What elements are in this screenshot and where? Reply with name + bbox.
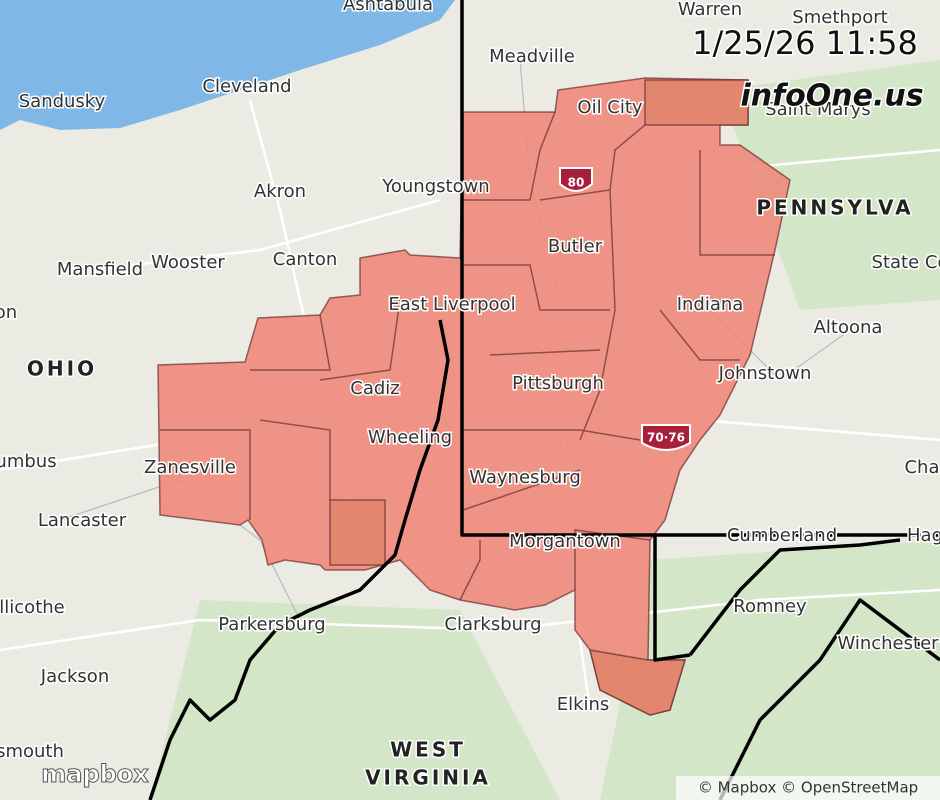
city-label: umbus bbox=[0, 451, 57, 472]
city-label: Sandusky bbox=[19, 91, 106, 112]
city-label: on bbox=[0, 302, 17, 323]
city-label: Mansfield bbox=[57, 259, 143, 280]
city-label: Butler bbox=[548, 236, 603, 257]
alert-area bbox=[157, 77, 791, 716]
city-label: Johnstown bbox=[718, 363, 812, 384]
brand: mapbox bbox=[41, 760, 149, 788]
city-label: Akron bbox=[254, 181, 306, 202]
city-label: Canton bbox=[273, 249, 338, 270]
city-label: Jackson bbox=[40, 666, 109, 687]
city-label: Cumberland bbox=[727, 525, 837, 546]
city-label: Ashtabula bbox=[343, 0, 433, 15]
city-label: Waynesburg bbox=[469, 467, 581, 488]
city-label: Parkersburg bbox=[218, 614, 325, 635]
city-label: Cha bbox=[904, 457, 939, 478]
city-label: Indiana bbox=[677, 294, 744, 315]
city-label: State Co bbox=[872, 252, 940, 273]
city-label: smouth bbox=[0, 741, 64, 762]
city-label: Warren bbox=[678, 0, 742, 20]
state-label: OHIO bbox=[27, 357, 97, 381]
timestamp: 1/25/26 11:58 bbox=[692, 24, 918, 62]
city-label: Cleveland bbox=[202, 76, 291, 97]
city-label: Elkins bbox=[557, 694, 610, 715]
city-label: Morgantown bbox=[509, 531, 621, 552]
logo: infoOne.us bbox=[740, 79, 923, 114]
shields bbox=[559, 167, 691, 451]
city-label: Lancaster bbox=[38, 510, 127, 531]
city-label: llicothe bbox=[0, 597, 65, 618]
city-label: Romney bbox=[733, 596, 807, 617]
attribution-bg bbox=[676, 776, 940, 800]
city-label: Youngstown bbox=[381, 176, 489, 197]
city-label: Altoona bbox=[814, 317, 883, 338]
city-label: Cadiz bbox=[350, 378, 399, 399]
city-label: Oil City bbox=[577, 97, 643, 118]
city-label: East Liverpool bbox=[388, 294, 515, 315]
city-label: Hag bbox=[907, 525, 940, 546]
city-label: Zanesville bbox=[144, 457, 236, 478]
state-label: VIRGINIA bbox=[365, 766, 491, 790]
state-label: PENNSYLVA bbox=[756, 196, 913, 220]
city-label: Saint Marys bbox=[765, 99, 871, 120]
city-label: Wooster bbox=[151, 252, 225, 273]
state-label: WEST bbox=[390, 738, 466, 762]
city-label: Wheeling bbox=[368, 427, 452, 448]
lake-erie bbox=[0, 0, 455, 130]
city-label: Smethport bbox=[792, 7, 887, 28]
shield-label: 70·76 bbox=[647, 431, 685, 445]
shield-label: 80 bbox=[568, 176, 585, 190]
state-borders bbox=[148, 0, 940, 800]
city-label: Pittsburgh bbox=[512, 373, 604, 394]
attribution: © Mapbox © OpenStreetMap bbox=[698, 779, 918, 797]
city-label: Meadville bbox=[489, 46, 575, 67]
city-label: Clarksburg bbox=[444, 614, 541, 635]
city-label: Winchester bbox=[837, 633, 939, 654]
